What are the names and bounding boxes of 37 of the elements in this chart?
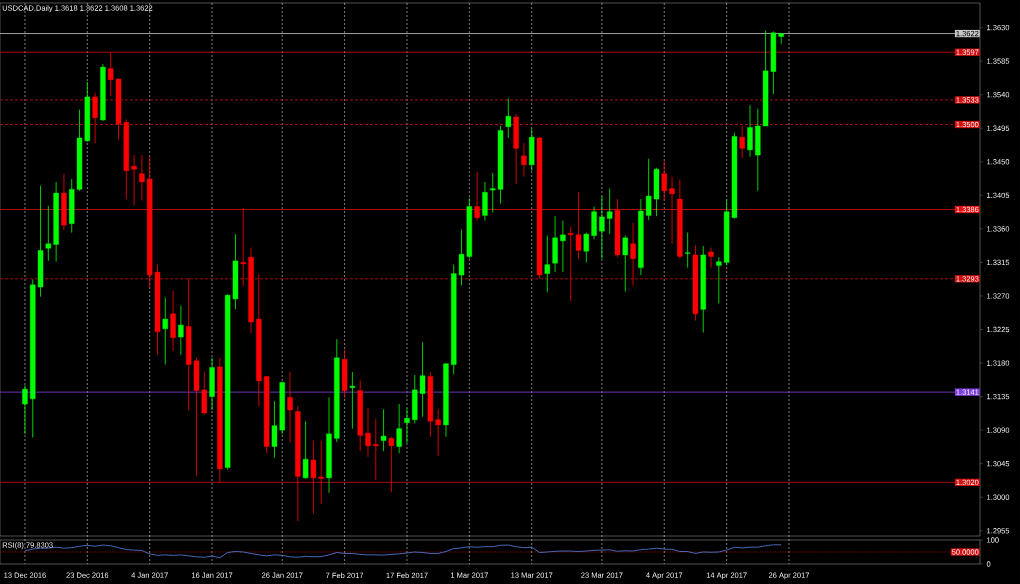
candlestick [302, 420, 309, 479]
candlestick [474, 171, 480, 222]
candlestick [482, 181, 488, 222]
candlestick [45, 205, 52, 262]
candlestick [591, 206, 597, 240]
candlestick [560, 220, 566, 273]
candlestick [373, 418, 379, 481]
candlestick [139, 154, 145, 201]
candlestick [669, 176, 675, 245]
line-series [24, 544, 782, 559]
candlestick [684, 232, 691, 269]
candlestick [240, 207, 246, 287]
candlestick [606, 188, 613, 235]
candlestick [583, 232, 589, 263]
candlestick [131, 154, 137, 207]
candlestick [544, 235, 550, 293]
candlestick [599, 195, 605, 260]
candlestick [287, 371, 293, 443]
candlestick [521, 142, 527, 178]
candlestick [380, 408, 387, 452]
candlestick [747, 104, 753, 157]
candlestick [92, 92, 98, 144]
candlestick [178, 305, 184, 356]
candlestick [622, 235, 628, 292]
candlestick [630, 222, 636, 286]
candlestick [396, 403, 402, 454]
candlestick [365, 407, 371, 458]
candlestick [162, 297, 168, 365]
candlestick [170, 290, 176, 352]
candlestick [505, 98, 512, 139]
candlestick [349, 371, 356, 430]
candlestick [22, 385, 28, 435]
candlestick [404, 408, 410, 444]
candlestick [708, 247, 714, 269]
candlestick [388, 436, 395, 493]
candlestick [661, 160, 667, 201]
candlestick [739, 125, 745, 159]
